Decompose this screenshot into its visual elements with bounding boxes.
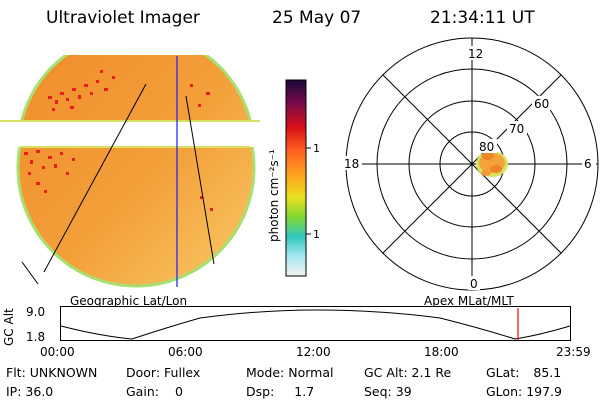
info-seq-value: 39 [395,384,412,399]
lat-label-80: 80 [479,140,494,154]
polar-plot: 12 60 70 80 18 6 0 [342,37,599,291]
info-flt: Flt: UNKNOWN [6,365,98,380]
info-ip-value: 36.0 [25,384,54,399]
altitude-plot [60,306,571,341]
mlt-label-6: 6 [584,157,592,171]
polar-caption: Apex MLat/MLT [424,294,514,308]
info-mode-value: Normal [288,365,334,380]
time-tick-2: 12:00 [296,345,331,359]
image-lower-segment [16,147,256,288]
info-door: Door: Fullex [126,365,201,380]
colorbar-tick-10: 10 [313,228,320,241]
info-gcalt: GC Alt: 2.1 Re [364,365,452,380]
mlt-label-18: 18 [344,157,359,171]
app-title: Ultraviolet Imager [46,8,200,28]
colorbar-tick-100: 100 [313,142,320,155]
time-tick-4: 23:59 [556,345,591,359]
info-glon-value: 197.9 [526,384,562,399]
image-upper-segment [20,55,252,121]
info-gain: Gain: 0 [126,384,183,399]
altitude-tick-bottom: 1.8 [26,330,46,344]
info-mode: Mode: Normal [246,365,334,380]
altitude-tick-top: 9.0 [26,305,46,319]
info-seq: Seq: 39 [364,384,412,399]
info-flt-value: UNKNOWN [29,365,98,380]
info-glat: GLat: 85.1 [486,365,562,380]
mlt-label-0: 0 [470,277,478,291]
time-tick-0: 00:00 [40,345,75,359]
lat-label-60: 60 [534,97,549,111]
time-tick-1: 06:00 [168,345,203,359]
info-ip: IP: 36.0 [6,384,54,399]
info-door-value: Fullex [164,365,201,380]
geographic-caption: Geographic Lat/Lon [70,294,188,308]
lat-label-70: 70 [509,122,524,136]
colorbar: 100 10 photon cm⁻²s⁻¹ [267,79,320,277]
image-time: 21:34:11 UT [430,8,535,28]
image-date: 25 May 07 [272,8,362,28]
info-dsp-value: 1.7 [294,384,315,399]
altitude-axis-label: GC Alt [2,308,16,346]
geographic-image [0,55,260,288]
info-gain-value: 0 [174,384,183,399]
info-glat-value: 85.1 [533,365,562,380]
info-dsp: Dsp: 1.7 [246,384,315,399]
aurora-spot [476,151,508,177]
info-glon: GLon: 197.9 [486,384,562,399]
colorbar-gradient [285,79,307,277]
altitude-curve [60,309,571,340]
time-tick-3: 18:00 [424,345,459,359]
colorbar-unit-label: photon cm⁻²s⁻¹ [267,149,281,242]
info-gcalt-value: 2.1 Re [411,365,452,380]
mlt-label-12: 12 [468,47,483,61]
